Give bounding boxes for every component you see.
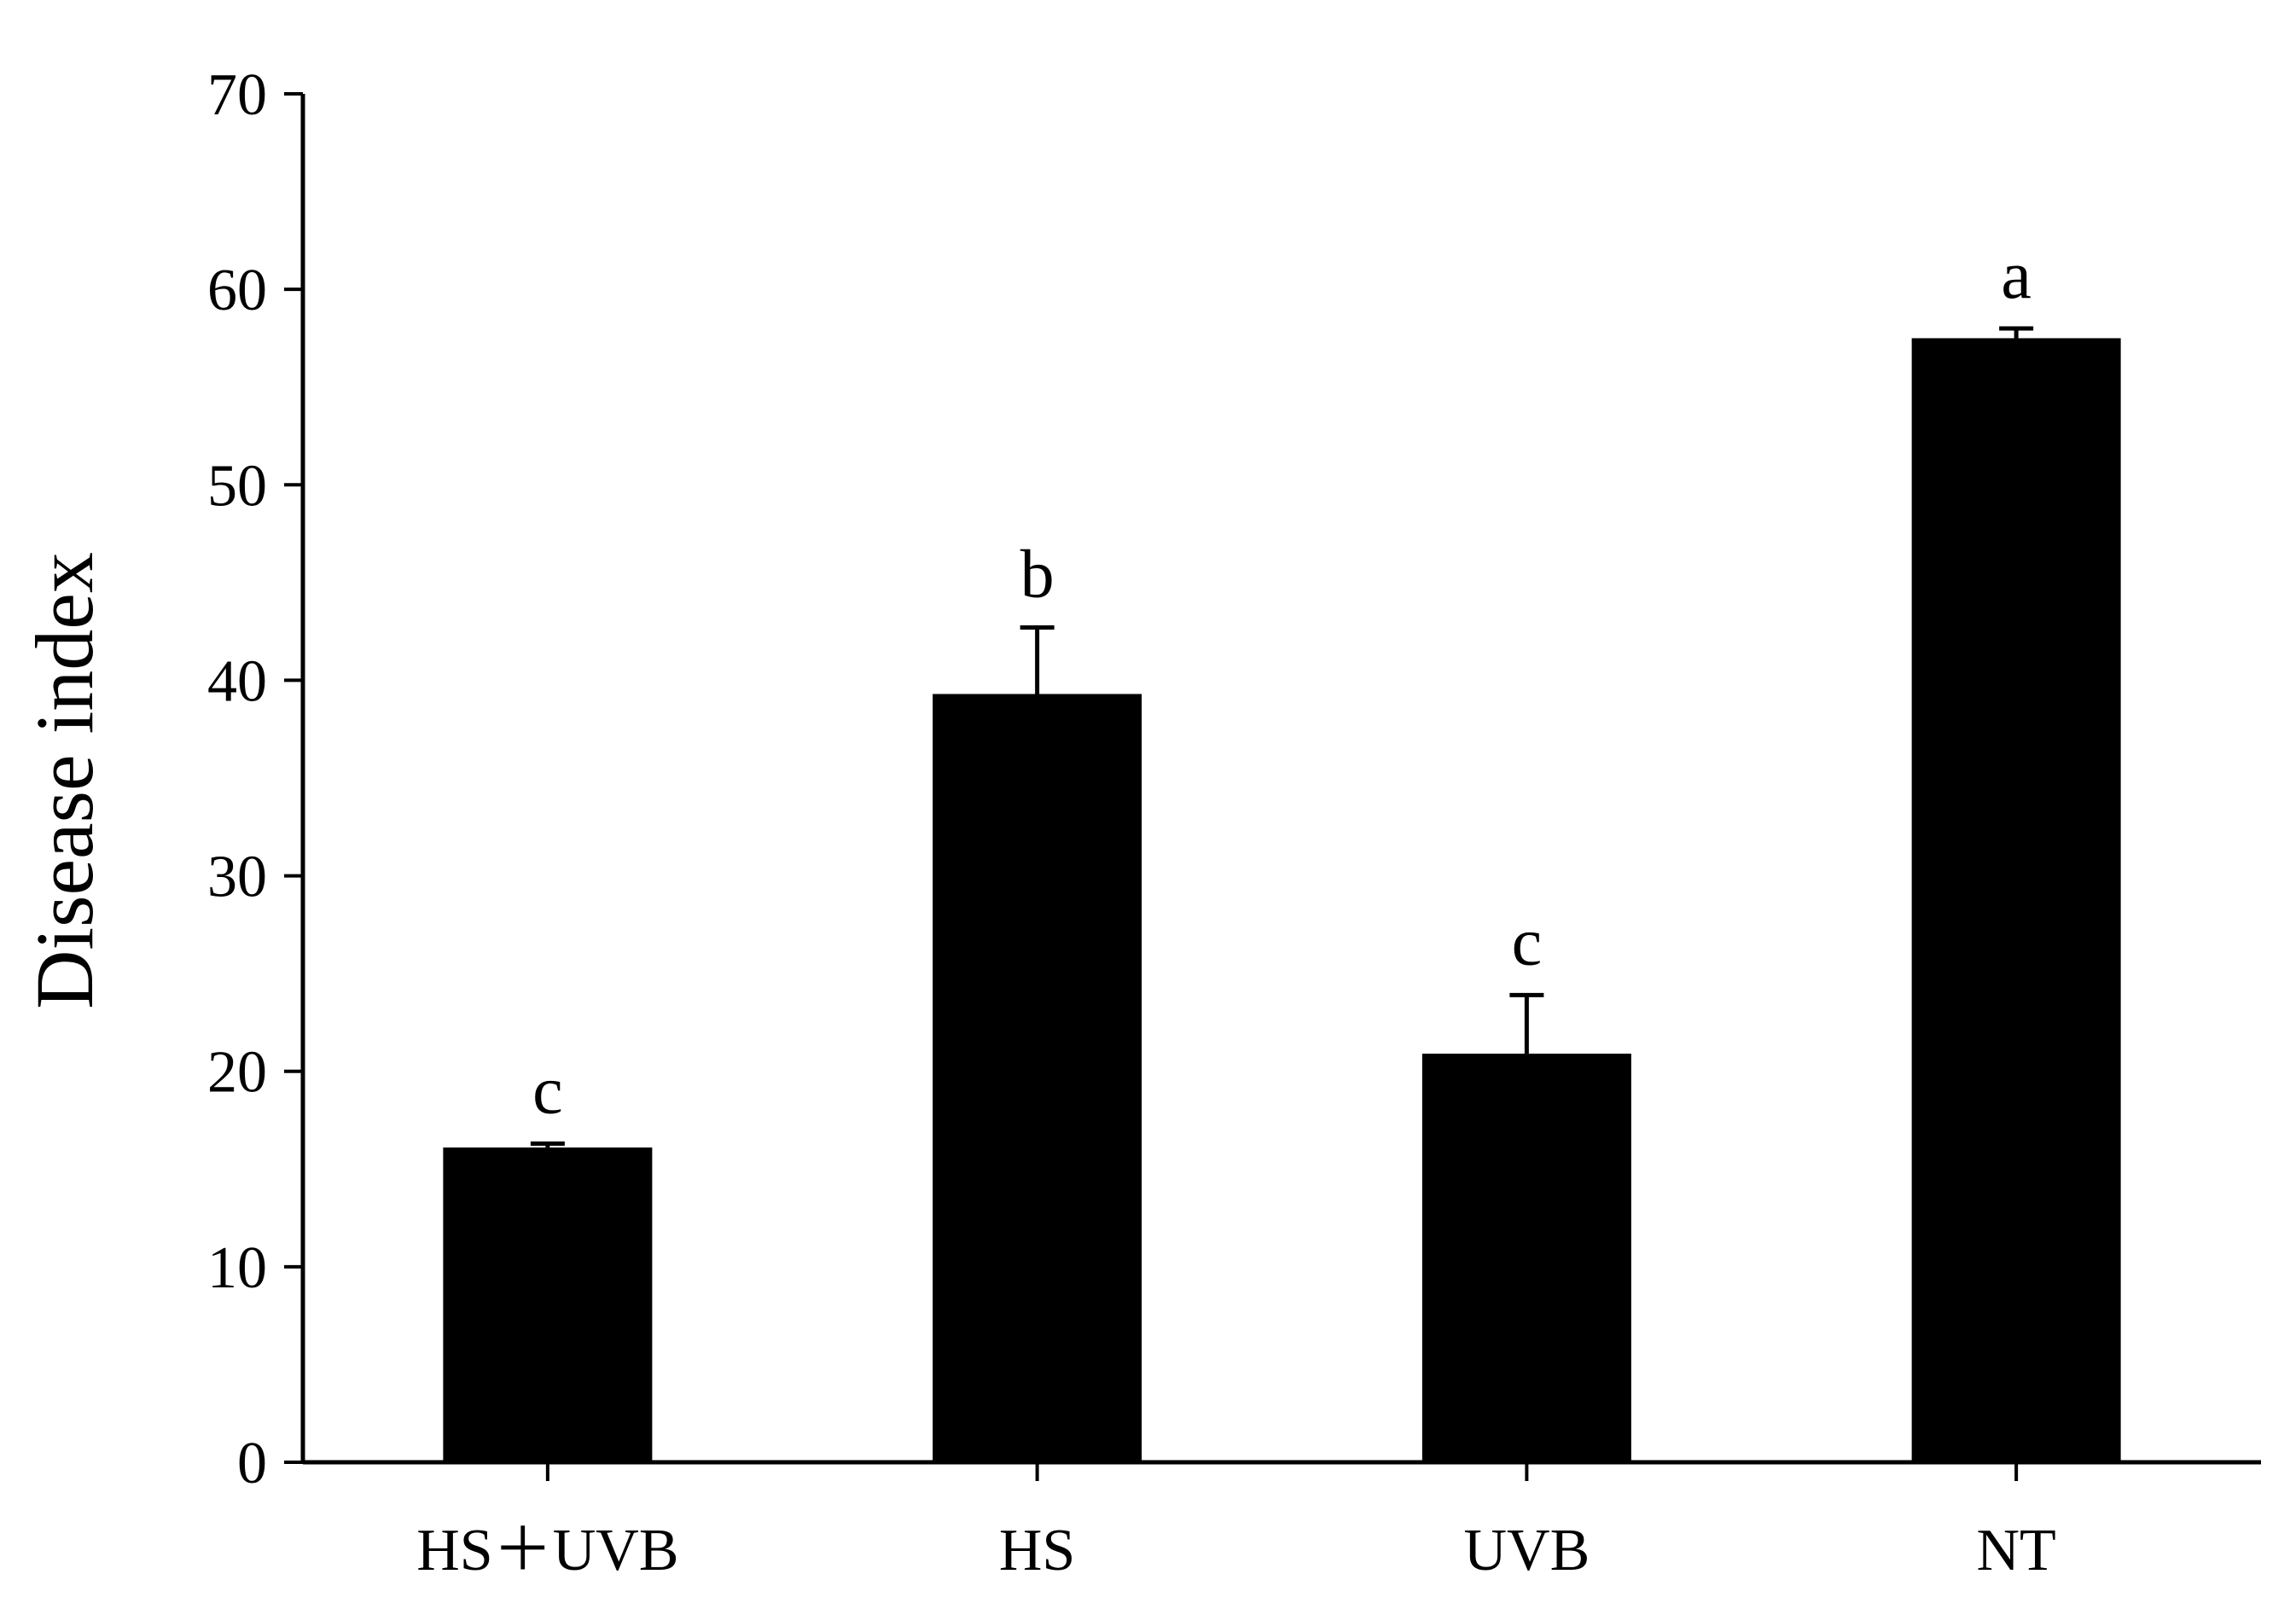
y-tick-label: 60 — [207, 258, 267, 323]
y-tick-label: 20 — [207, 1040, 267, 1106]
significance-label: c — [1512, 904, 1543, 979]
bar — [1911, 338, 2121, 1462]
error-bars — [530, 326, 2034, 1148]
x-tick-label: HS — [999, 1518, 1075, 1583]
significance-label: b — [1020, 537, 1055, 613]
y-tick-label: 10 — [207, 1235, 267, 1301]
x-axis: HS＋UVB HS UVB NT — [303, 1460, 2261, 1583]
y-tick-label: 0 — [237, 1431, 267, 1496]
bar — [1421, 1054, 1631, 1462]
significance-label: c — [532, 1053, 563, 1128]
x-tick-label: UVB — [1463, 1518, 1590, 1583]
y-axis-title: Disease index — [19, 552, 110, 1009]
bars — [443, 338, 2121, 1462]
y-tick-label: 70 — [207, 62, 267, 128]
bar — [443, 1147, 653, 1462]
significance-labels: c b c a — [532, 238, 2032, 1129]
x-tick-label: NT — [1976, 1518, 2055, 1583]
y-axis: 0 10 20 30 40 50 60 70 — [207, 62, 305, 1496]
y-tick-label: 40 — [207, 648, 267, 714]
bar — [933, 694, 1142, 1462]
significance-label: a — [2001, 238, 2032, 313]
y-tick-label: 30 — [207, 845, 267, 910]
y-tick-label: 50 — [207, 453, 267, 519]
x-tick-label: HS＋UVB — [416, 1518, 678, 1583]
